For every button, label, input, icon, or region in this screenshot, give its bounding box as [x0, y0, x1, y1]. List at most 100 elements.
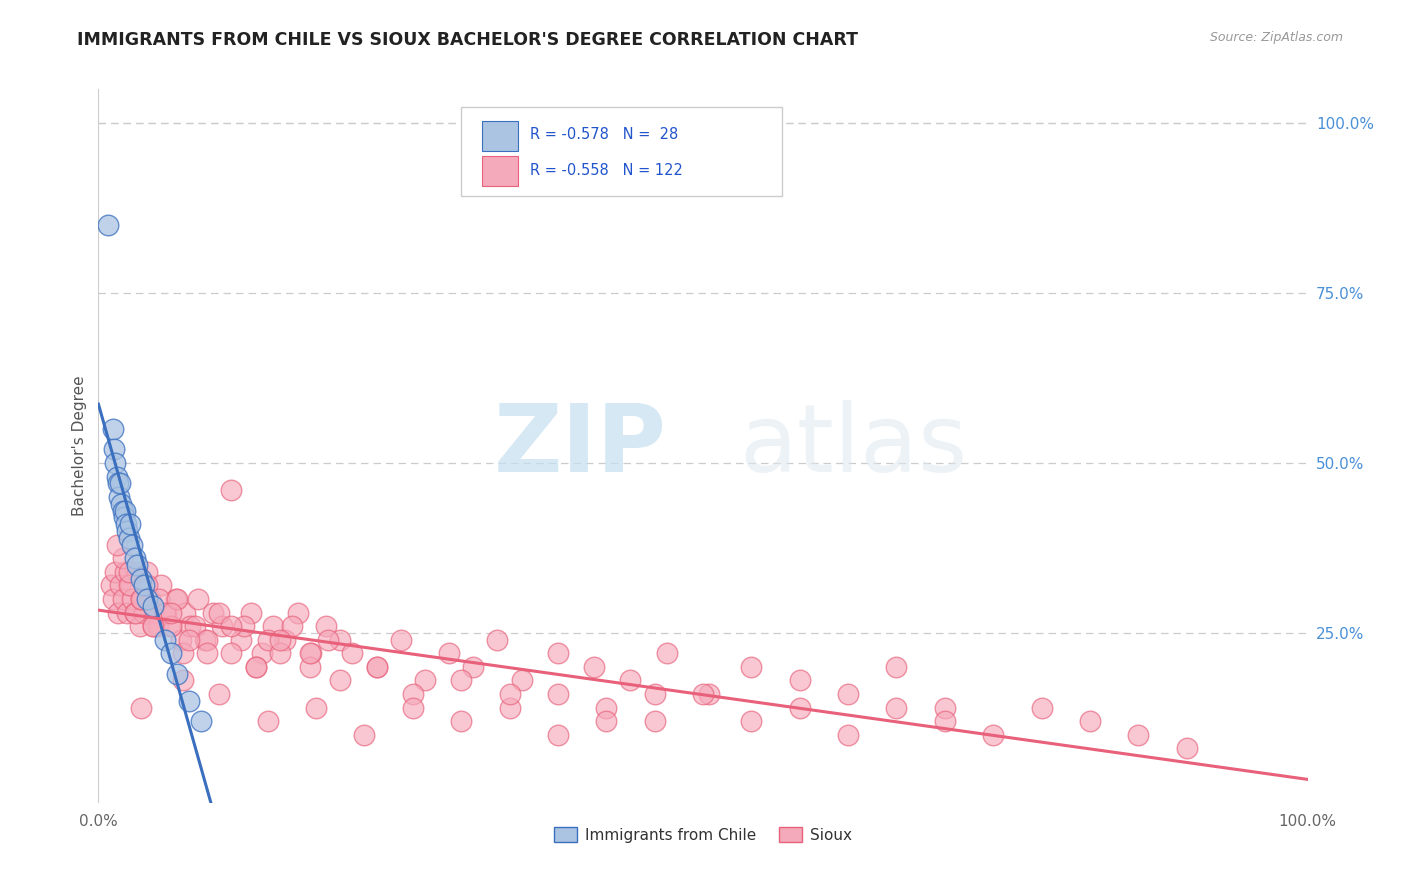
Point	[143, 606, 166, 620]
Point	[740, 660, 762, 674]
Point	[789, 700, 811, 714]
Point	[166, 666, 188, 681]
Point	[245, 660, 267, 674]
Point	[104, 565, 127, 579]
Point	[117, 524, 139, 538]
Point	[100, 578, 122, 592]
Point	[208, 687, 231, 701]
Point	[239, 606, 262, 620]
Point	[366, 660, 388, 674]
Point	[463, 660, 485, 674]
Point	[121, 537, 143, 551]
Text: ZIP: ZIP	[494, 400, 666, 492]
Point	[110, 497, 132, 511]
Point	[886, 660, 908, 674]
Point	[402, 700, 425, 714]
Point	[117, 606, 139, 620]
Point	[108, 476, 131, 491]
Point	[262, 619, 284, 633]
Point	[281, 619, 304, 633]
Text: IMMIGRANTS FROM CHILE VS SIOUX BACHELOR'S DEGREE CORRELATION CHART: IMMIGRANTS FROM CHILE VS SIOUX BACHELOR'…	[77, 31, 858, 49]
Point	[232, 619, 254, 633]
Point	[142, 619, 165, 633]
Point	[135, 565, 157, 579]
FancyBboxPatch shape	[482, 155, 517, 186]
Point	[595, 714, 617, 729]
Point	[142, 619, 165, 633]
Point	[101, 422, 124, 436]
Point	[134, 578, 156, 592]
Point	[118, 531, 141, 545]
Point	[329, 673, 352, 688]
Point	[287, 606, 309, 620]
Point	[146, 619, 169, 633]
Point	[155, 606, 177, 620]
Point	[179, 632, 201, 647]
Point	[135, 578, 157, 592]
Point	[194, 632, 217, 647]
Point	[190, 714, 212, 729]
Point	[172, 673, 194, 688]
Point	[153, 606, 176, 620]
Point	[134, 606, 156, 620]
Point	[129, 572, 152, 586]
Point	[118, 517, 141, 532]
Text: R = -0.578   N =  28: R = -0.578 N = 28	[530, 128, 678, 143]
Point	[160, 606, 183, 620]
Point	[273, 632, 295, 647]
Point	[692, 687, 714, 701]
Point	[697, 687, 720, 701]
Point	[105, 469, 128, 483]
Point	[179, 619, 201, 633]
Point	[184, 619, 207, 633]
Point	[208, 606, 231, 620]
Point	[413, 673, 436, 688]
Point	[195, 646, 218, 660]
Point	[886, 700, 908, 714]
Point	[342, 646, 364, 660]
Point	[595, 700, 617, 714]
Point	[160, 646, 183, 660]
Point	[437, 646, 460, 660]
Text: R = -0.558   N = 122: R = -0.558 N = 122	[530, 163, 683, 178]
Point	[105, 537, 128, 551]
Point	[837, 728, 859, 742]
Point	[299, 646, 322, 660]
Point	[981, 728, 1004, 742]
Point	[103, 442, 125, 457]
Point	[211, 619, 233, 633]
Point	[486, 632, 509, 647]
Point	[160, 619, 183, 633]
Point	[127, 558, 149, 572]
Point	[166, 591, 188, 606]
Point	[104, 456, 127, 470]
Point	[1031, 700, 1053, 714]
FancyBboxPatch shape	[482, 121, 517, 152]
Point	[498, 700, 520, 714]
Point	[97, 218, 120, 232]
Point	[111, 503, 134, 517]
Point	[305, 700, 328, 714]
Point	[129, 591, 152, 606]
Point	[498, 687, 520, 701]
Point	[229, 632, 252, 647]
Point	[245, 660, 267, 674]
Point	[256, 632, 278, 647]
Point	[221, 483, 243, 498]
Point	[366, 660, 388, 674]
Point	[107, 606, 129, 620]
Point	[148, 591, 170, 606]
Legend: Immigrants from Chile, Sioux: Immigrants from Chile, Sioux	[548, 821, 858, 848]
Point	[187, 591, 209, 606]
Point	[153, 632, 176, 647]
Point	[124, 606, 146, 620]
Point	[250, 646, 273, 660]
Point	[353, 728, 375, 742]
Point	[389, 632, 412, 647]
Point	[789, 673, 811, 688]
Point	[644, 687, 666, 701]
Point	[450, 714, 472, 729]
Point	[315, 619, 337, 633]
Point	[202, 606, 225, 620]
Point	[1078, 714, 1101, 729]
